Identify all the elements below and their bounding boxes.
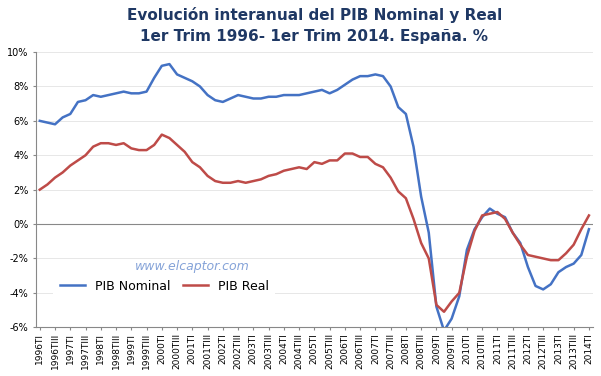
PIB Nominal [585,227,593,232]
Line: PIB Real: PIB Real [40,135,589,312]
Text: www.elcaptor.com: www.elcaptor.com [135,260,249,273]
PIB Nominal [524,265,531,269]
PIB Real [524,253,531,257]
PIB Real [547,258,554,262]
PIB Real [509,230,516,235]
Legend: PIB Nominal, PIB Real: PIB Nominal, PIB Real [53,273,275,299]
PIB Nominal [319,88,326,92]
PIB Nominal [509,230,516,235]
PIB Nominal [36,118,43,123]
PIB Nominal [158,64,165,68]
PIB Nominal [441,328,448,333]
PIB Nominal [227,96,234,101]
PIB Nominal [547,282,554,287]
Line: PIB Nominal: PIB Nominal [40,64,589,331]
PIB Real [585,213,593,218]
PIB Real [441,309,448,314]
PIB Real [158,132,165,137]
PIB Nominal [166,62,173,66]
PIB Real [166,136,173,140]
PIB Real [319,162,326,166]
PIB Real [227,180,234,185]
Title: Evolución interanual del PIB Nominal y Real
1er Trim 1996- 1er Trim 2014. España: Evolución interanual del PIB Nominal y R… [127,7,502,44]
PIB Real [36,187,43,192]
